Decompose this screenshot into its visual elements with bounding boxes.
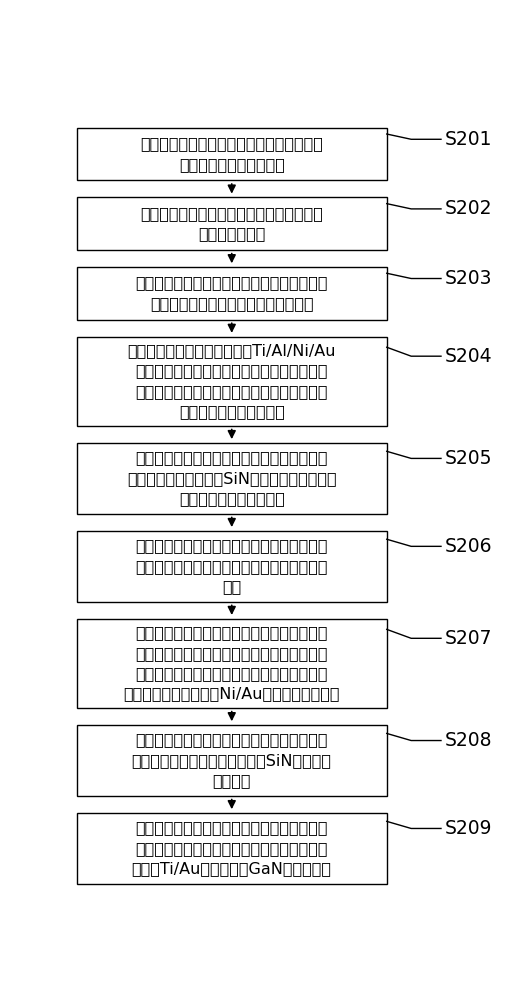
Text: 使用电子束蒸发沉积欧姆金属Ti/Al/Ni/Au
后进行快速退火，制作得到源电极和漏电极，
且源电极和漏电极分别与所述势垒层远离衬底
一侧的表面形成欧姆接触: 使用电子束蒸发沉积欧姆金属Ti/Al/Ni/Au 后进行快速退火，制作得到源电极… [128,343,336,419]
Text: S206: S206 [445,537,492,556]
Text: S201: S201 [445,130,492,149]
Text: S209: S209 [445,819,492,838]
Text: 光刻第一钝化层的预设区域，并利用离子注入
机对预设区域进行负离子注入，形成阴离子注
入区: 光刻第一钝化层的预设区域，并利用离子注入 机对预设区域进行负离子注入，形成阴离子… [135,538,328,594]
Text: 在第一钝化层远离衬底一侧的表面涂覆光刻胶
，并在光刻形成栅电极图形区之后进行刻蚀，
去除栅电极图形区下方的钝化层，并使用电子
束蒸发沉积栅电极金属Ni/Au，形: 在第一钝化层远离衬底一侧的表面涂覆光刻胶 ，并在光刻形成栅电极图形区之后进行刻蚀… [123,625,340,701]
Bar [77,813,387,884]
Text: 利用等离子体增强化学气相沉积法在所述第一
钝化层远离衬底一侧的表面沉积SiN，形成第
二钝化层: 利用等离子体增强化学气相沉积法在所述第一 钝化层远离衬底一侧的表面沉积SiN，形… [132,733,332,788]
Text: 利用等离子体增强化学气相沉积法在势垒层远
离衬底一侧的表面沉积SiN，形成第一钝化层，
第一钝化层包括预设区域: 利用等离子体增强化学气相沉积法在势垒层远 离衬底一侧的表面沉积SiN，形成第一钝… [127,450,337,506]
Text: 在势垒层远离衬底的一侧表面涂覆光刻胶，并
光刻形成源电极图形区和漏电极图形区: 在势垒层远离衬底的一侧表面涂覆光刻胶，并 光刻形成源电极图形区和漏电极图形区 [135,276,328,311]
Text: S203: S203 [445,269,492,288]
Bar [77,128,387,180]
Bar [77,267,387,320]
Bar [77,619,387,708]
Text: S208: S208 [445,731,492,750]
Text: 光刻预设互联区域并进行刻蚀，去除预设互联
区域下方的钝化层后，使用电子束蒸发沉积互
联金属Ti/Au，制作得到GaN基射频器件: 光刻预设互联区域并进行刻蚀，去除预设互联 区域下方的钝化层后，使用电子束蒸发沉积… [132,820,332,876]
Text: S204: S204 [445,347,492,366]
Bar [77,337,387,426]
Text: S205: S205 [445,449,492,468]
Bar [77,531,387,602]
Text: S202: S202 [445,199,492,218]
Bar [77,443,387,514]
Text: S207: S207 [445,629,492,648]
Bar [77,725,387,796]
Text: 对势垒层、沟道层和部分缓冲层进行干法刻
蚀，形成台阶区: 对势垒层、沟道层和部分缓冲层进行干法刻 蚀，形成台阶区 [140,206,323,241]
Text: 提供一衬底，并在衬底上依次生长成核层、
缓冲层、沟道层和势垒层: 提供一衬底，并在衬底上依次生长成核层、 缓冲层、沟道层和势垒层 [140,136,323,172]
Bar [77,197,387,250]
